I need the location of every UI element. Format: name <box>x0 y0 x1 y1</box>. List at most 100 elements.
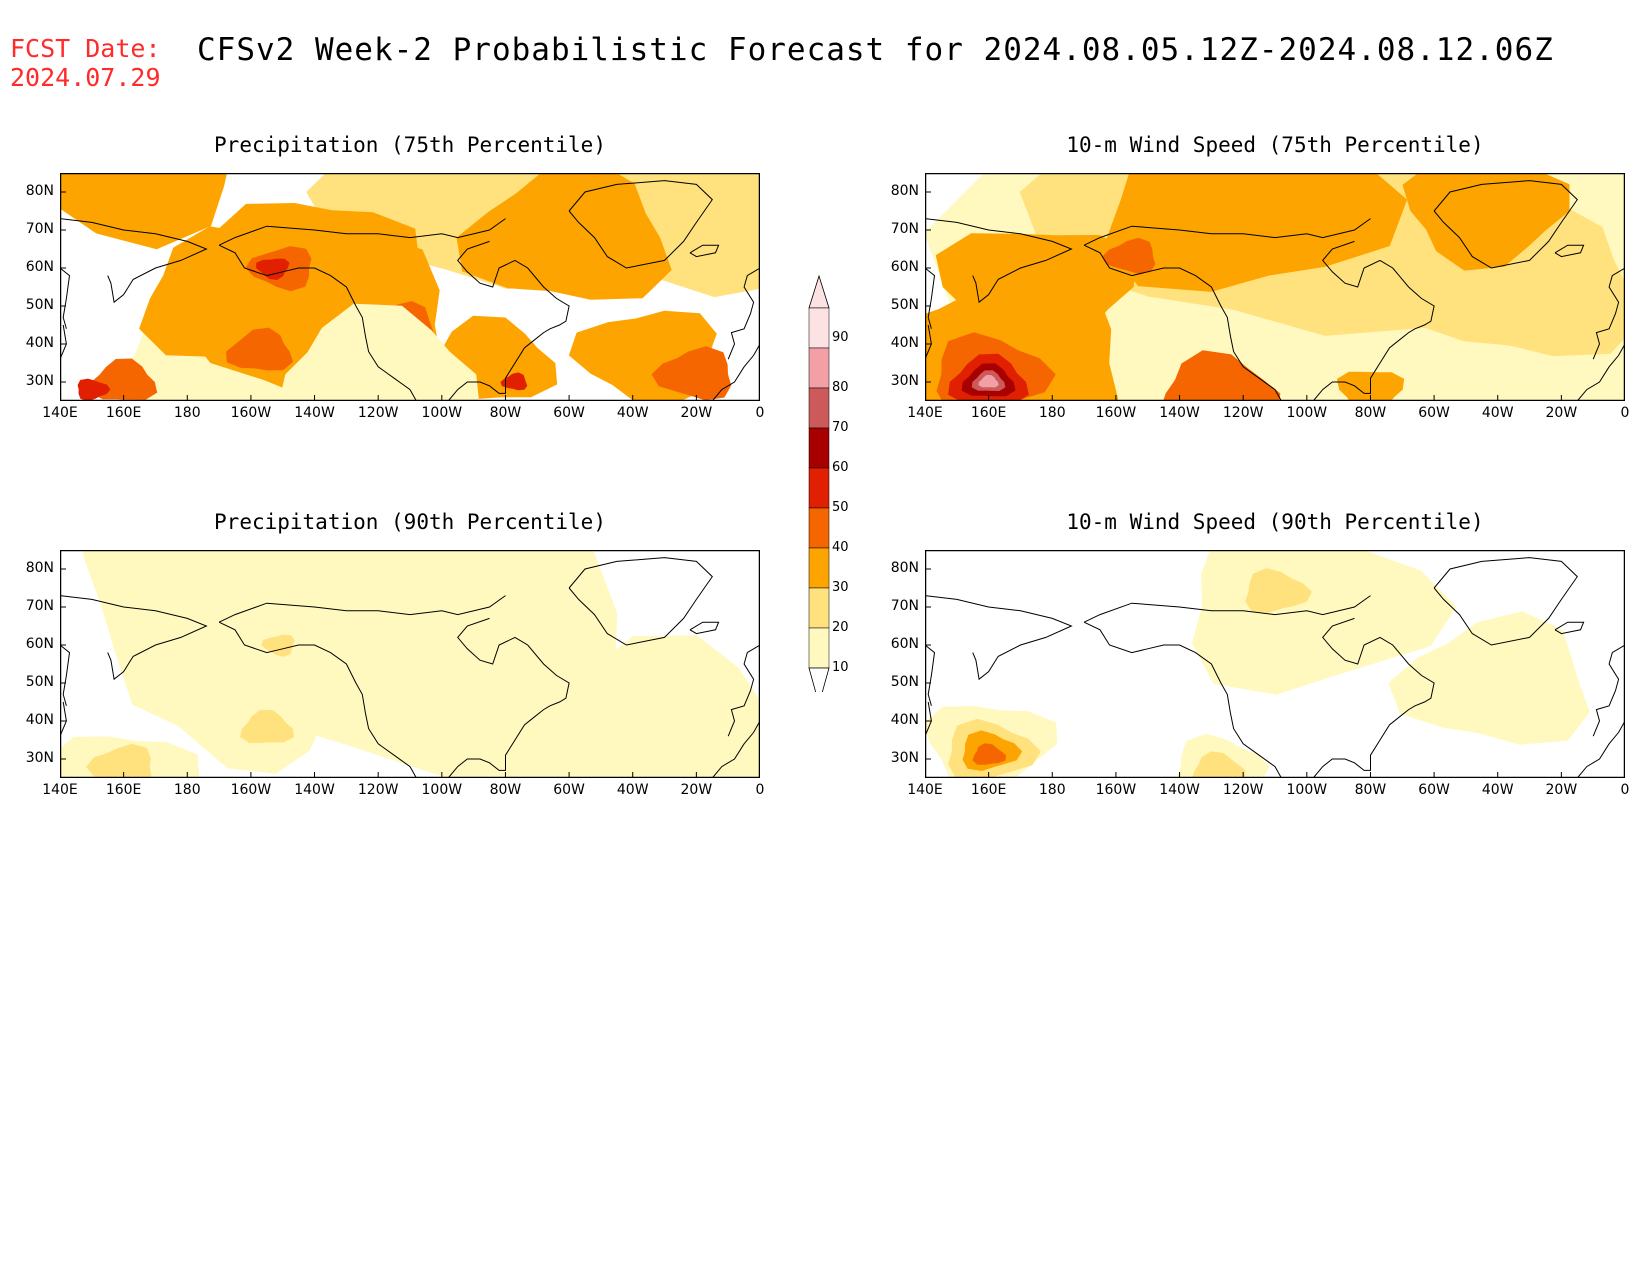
lat-tick-label: 80N <box>890 560 919 576</box>
colorbar-segment <box>808 507 830 549</box>
probability-contour <box>1102 237 1156 274</box>
lat-tick-label: 40N <box>890 712 919 728</box>
coastline <box>60 324 67 360</box>
colorbar-segment <box>808 627 830 669</box>
lon-tick-label: 120W <box>1222 782 1264 798</box>
coastline <box>568 180 713 269</box>
lat-tick-label: 80N <box>25 560 54 576</box>
lon-tick-label: 80W <box>489 782 522 798</box>
lat-tick-label: 70N <box>25 598 54 614</box>
lon-tick-label: 60W <box>1418 405 1450 421</box>
probability-contour <box>529 635 760 778</box>
panel-title-wind90: 10-m Wind Speed (90th Percentile) <box>1066 510 1484 534</box>
map-precip90 <box>60 550 760 778</box>
colorbar-segment <box>808 427 830 469</box>
page-title: CFSv2 Week-2 Probabilistic Forecast for … <box>197 32 1554 68</box>
coastline <box>447 617 570 778</box>
probability-contour <box>1388 611 1590 745</box>
coastline <box>1554 244 1585 258</box>
coastline <box>711 720 760 778</box>
probability-colorbar <box>808 274 830 692</box>
coastline <box>925 267 936 329</box>
colorbar-level-label: 40 <box>832 540 849 555</box>
lat-tick-label: 50N <box>890 674 919 690</box>
lat-tick-label: 80N <box>25 183 54 199</box>
lon-tick-label: 100W <box>421 405 463 421</box>
lon-tick-label: 160E <box>970 782 1007 798</box>
coastline <box>447 240 570 401</box>
lat-tick-label: 60N <box>25 636 54 652</box>
lat-tick-label: 60N <box>890 636 919 652</box>
lon-tick-label: 0 <box>1620 405 1630 421</box>
coastline <box>1083 595 1371 623</box>
colorbar-level-label: 30 <box>832 580 849 595</box>
lon-tick-label: 160E <box>105 782 142 798</box>
lon-tick-label: 60W <box>1418 782 1450 798</box>
lon-tick-label: 40W <box>616 782 649 798</box>
lat-tick-label: 40N <box>890 335 919 351</box>
colorbar-level-label: 20 <box>832 620 849 635</box>
panel-title-precip90: Precipitation (90th Percentile) <box>214 510 606 534</box>
colorbar-level-label: 70 <box>832 420 849 435</box>
map-wind75 <box>925 173 1625 401</box>
probability-contour <box>226 327 294 371</box>
panel-title-precip75: Precipitation (75th Percentile) <box>214 133 606 157</box>
colorbar-level-label: 60 <box>832 460 849 475</box>
lon-tick-label: 180 <box>1038 782 1066 798</box>
coastline <box>1592 267 1625 360</box>
coastline <box>218 218 506 246</box>
colorbar-segment <box>808 587 830 629</box>
coastline <box>218 595 506 623</box>
fcst-date-value: 2024.07.29 <box>10 63 161 92</box>
probability-contour <box>972 743 1007 765</box>
lon-tick-label: 160E <box>970 405 1007 421</box>
lon-tick-label: 60W <box>553 405 585 421</box>
fcst-date-caption: FCST Date: <box>10 34 161 63</box>
coastline <box>1592 644 1625 737</box>
coastline <box>727 644 760 737</box>
lat-tick-label: 40N <box>25 335 54 351</box>
panel-title-wind75: 10-m Wind Speed (75th Percentile) <box>1066 133 1484 157</box>
lon-tick-label: 180 <box>173 782 201 798</box>
lon-tick-label: 20W <box>680 405 713 421</box>
map-wind90 <box>925 550 1625 778</box>
coastline <box>689 621 720 635</box>
lon-tick-label: 60W <box>553 782 585 798</box>
coastline <box>60 644 71 706</box>
coastline <box>925 218 1073 304</box>
lon-tick-label: 40W <box>616 405 649 421</box>
coastline <box>711 343 760 401</box>
coastline <box>689 244 720 258</box>
lat-tick-label: 50N <box>890 297 919 313</box>
colorbar-top-arrow <box>808 274 830 309</box>
coastline <box>60 701 67 737</box>
probability-contour <box>77 378 111 401</box>
lon-tick-label: 140W <box>294 405 335 421</box>
probability-contour <box>261 634 295 657</box>
lat-tick-label: 60N <box>890 259 919 275</box>
coastline <box>1554 621 1585 635</box>
coastline <box>1312 240 1435 401</box>
lat-tick-label: 30N <box>25 373 54 389</box>
coastline <box>1312 617 1435 778</box>
lon-tick-label: 20W <box>1545 782 1578 798</box>
coastline <box>60 595 208 681</box>
coastline <box>1083 621 1282 778</box>
probability-contour <box>60 173 227 250</box>
coastline <box>60 218 208 304</box>
probability-contour <box>1163 350 1281 401</box>
probability-contour <box>1404 202 1625 357</box>
coastline <box>1433 557 1578 646</box>
lon-tick-label: 20W <box>1545 405 1578 421</box>
coastline <box>60 267 71 329</box>
colorbar-segment <box>808 387 830 429</box>
coastline <box>925 644 936 706</box>
lat-tick-label: 50N <box>25 297 54 313</box>
lon-tick-label: 80W <box>1354 782 1387 798</box>
lon-tick-label: 100W <box>1286 405 1328 421</box>
lon-tick-label: 140E <box>907 782 943 798</box>
lat-tick-label: 70N <box>890 598 919 614</box>
lon-tick-label: 20W <box>680 782 713 798</box>
coastline <box>727 267 760 360</box>
lon-tick-label: 140W <box>1159 782 1200 798</box>
